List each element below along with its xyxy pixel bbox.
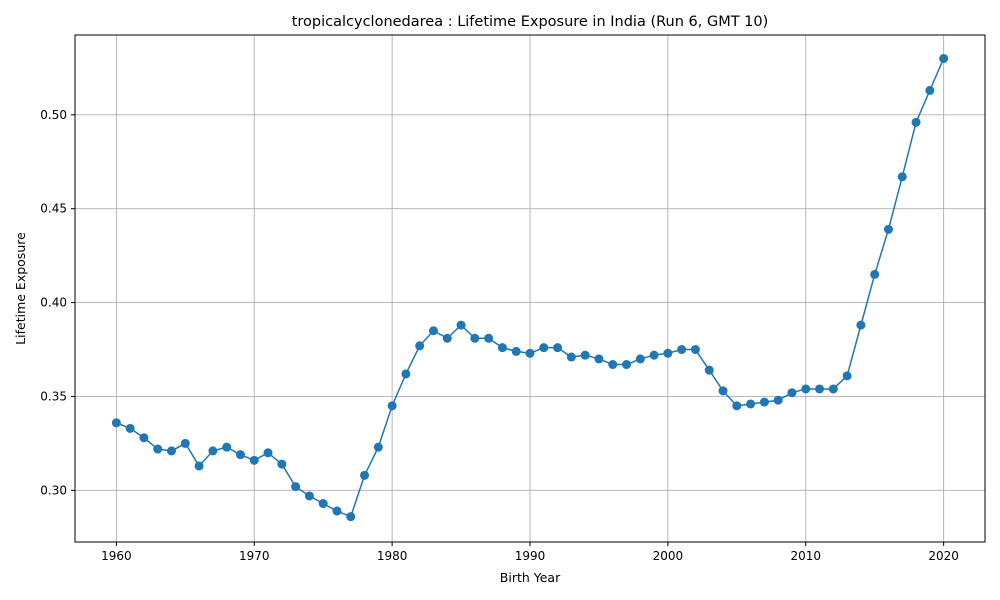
data-point (511, 346, 521, 356)
data-point (387, 401, 397, 411)
data-point (332, 506, 342, 516)
data-point (759, 397, 769, 407)
data-point (704, 365, 714, 375)
data-point (690, 345, 700, 355)
x-axis-ticks: 1960 1970 1980 1990 2000 2010 2020 (101, 542, 959, 563)
chart-title: tropicalcyclonedarea : Lifetime Exposure… (292, 14, 769, 30)
x-tick-label: 1970 (239, 549, 270, 563)
data-point (622, 360, 632, 370)
data-point (925, 85, 935, 95)
data-point (856, 320, 866, 330)
x-tick-label: 1990 (515, 549, 546, 563)
data-point (553, 343, 563, 353)
x-tick-label: 2020 (928, 549, 959, 563)
data-point (249, 455, 259, 465)
data-point (525, 348, 535, 358)
x-axis-label: Birth Year (500, 570, 561, 585)
data-point (304, 491, 314, 501)
data-point (111, 418, 121, 428)
data-point (180, 438, 190, 448)
x-tick-label: 2010 (790, 549, 821, 563)
data-point (318, 499, 328, 509)
data-point (167, 446, 177, 456)
x-tick-label: 2000 (653, 549, 684, 563)
data-point (263, 448, 273, 458)
data-point (470, 333, 480, 343)
data-point (815, 384, 825, 394)
data-point (194, 461, 204, 471)
y-tick-label: 0.30 (40, 483, 67, 497)
data-point (360, 470, 370, 480)
data-point (649, 350, 659, 360)
data-point (594, 354, 604, 364)
y-tick-label: 0.35 (40, 389, 67, 403)
data-point (235, 450, 245, 460)
data-point (346, 512, 356, 522)
data-point (718, 386, 728, 396)
data-point (277, 459, 287, 469)
data-point (428, 326, 438, 336)
data-point (897, 172, 907, 182)
data-point (939, 53, 949, 63)
data-series (111, 53, 949, 522)
data-point (911, 117, 921, 127)
grid (75, 35, 985, 542)
data-point (139, 433, 149, 443)
data-point (828, 384, 838, 394)
data-point (208, 446, 218, 456)
data-point (153, 444, 163, 454)
data-point (787, 388, 797, 398)
y-tick-label: 0.40 (40, 296, 67, 310)
data-point (539, 343, 549, 353)
data-point (883, 224, 893, 234)
data-point (801, 384, 811, 394)
data-point (401, 369, 411, 379)
data-point (608, 360, 618, 370)
y-axis-label: Lifetime Exposure (13, 232, 28, 345)
data-point (870, 269, 880, 279)
data-point (222, 442, 232, 452)
data-point (773, 395, 783, 405)
y-axis-ticks: 0.30 0.35 0.40 0.45 0.50 (40, 108, 75, 497)
x-tick-label: 1980 (377, 549, 408, 563)
data-point (291, 482, 301, 492)
x-tick-label: 1960 (101, 549, 132, 563)
data-point (484, 333, 494, 343)
data-point (566, 352, 576, 362)
y-tick-label: 0.45 (40, 202, 67, 216)
y-tick-label: 0.50 (40, 108, 67, 122)
data-point (442, 333, 452, 343)
data-point (456, 320, 466, 330)
data-point (635, 354, 645, 364)
data-point (125, 423, 135, 433)
data-point (677, 345, 687, 355)
data-point (415, 341, 425, 351)
data-point (663, 348, 673, 358)
data-point (497, 343, 507, 353)
data-point (746, 399, 756, 409)
data-point (373, 442, 383, 452)
data-point (580, 350, 590, 360)
data-point (842, 371, 852, 381)
data-point (732, 401, 742, 411)
